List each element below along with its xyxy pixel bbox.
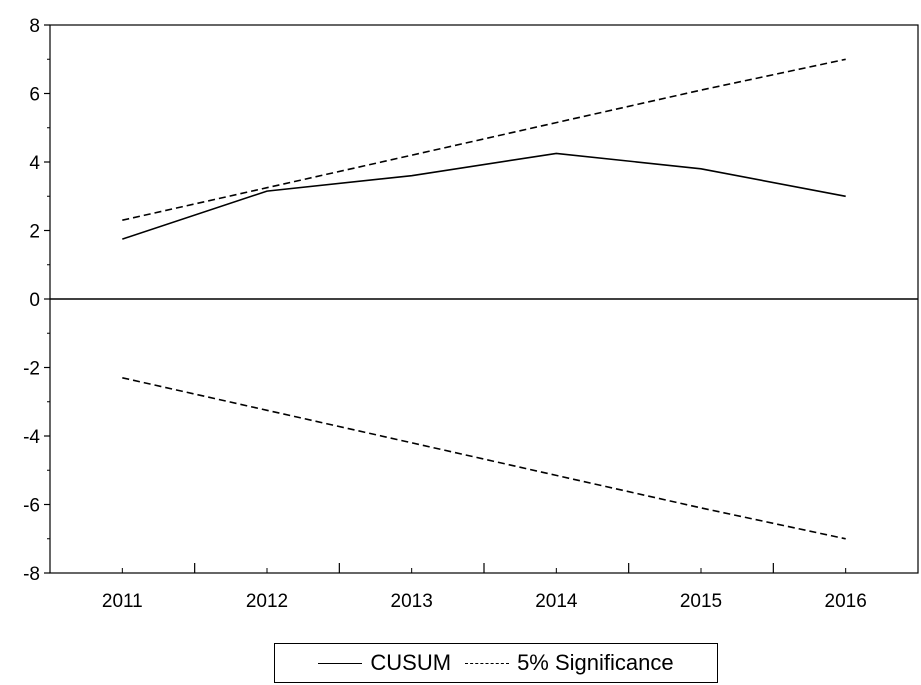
y-tick-label: 8 [29, 16, 40, 37]
legend: CUSUM 5% Significance [274, 643, 718, 683]
legend-label-cusum: CUSUM [370, 650, 452, 675]
series-line-5-significance-1 [122, 58, 846, 221]
y-tick-label: -4 [23, 427, 40, 448]
x-tick-label: 2014 [535, 591, 578, 612]
series-layer [122, 58, 846, 540]
cusum-chart: 8 6 4 2 0 -2 -4 -6 -8 2011 2012 2013 2014 2015 2016 [23, 16, 919, 612]
legend-swatch-dashed [465, 662, 510, 664]
y-tick-label: -2 [23, 359, 40, 380]
legend-item-significance: 5% Significance [465, 650, 674, 676]
legend-item-cusum: CUSUM [318, 650, 451, 676]
y-tick-label: 0 [29, 290, 40, 311]
y-tick-label: -6 [23, 496, 40, 517]
y-tick-label: 2 [29, 222, 40, 243]
x-tick-label: 2015 [680, 591, 722, 612]
x-axis: 2011 2012 2013 2014 2015 2016 [102, 563, 867, 612]
y-tick-label: 4 [29, 153, 40, 174]
y-tick-label: 6 [29, 85, 40, 106]
x-tick-label: 2011 [102, 591, 143, 612]
y-tick-label: -8 [23, 564, 40, 585]
x-tick-label: 2013 [391, 591, 433, 612]
legend-label-significance: 5% Significance [517, 650, 674, 675]
y-axis: 8 6 4 2 0 -2 -4 -6 -8 [23, 16, 50, 585]
x-tick-label: 2016 [825, 591, 867, 612]
series-line-lower-bound-2 [122, 377, 846, 540]
x-tick-label: 2012 [246, 591, 288, 612]
series-line-cusum-0 [122, 152, 846, 240]
legend-swatch-solid [318, 662, 363, 664]
